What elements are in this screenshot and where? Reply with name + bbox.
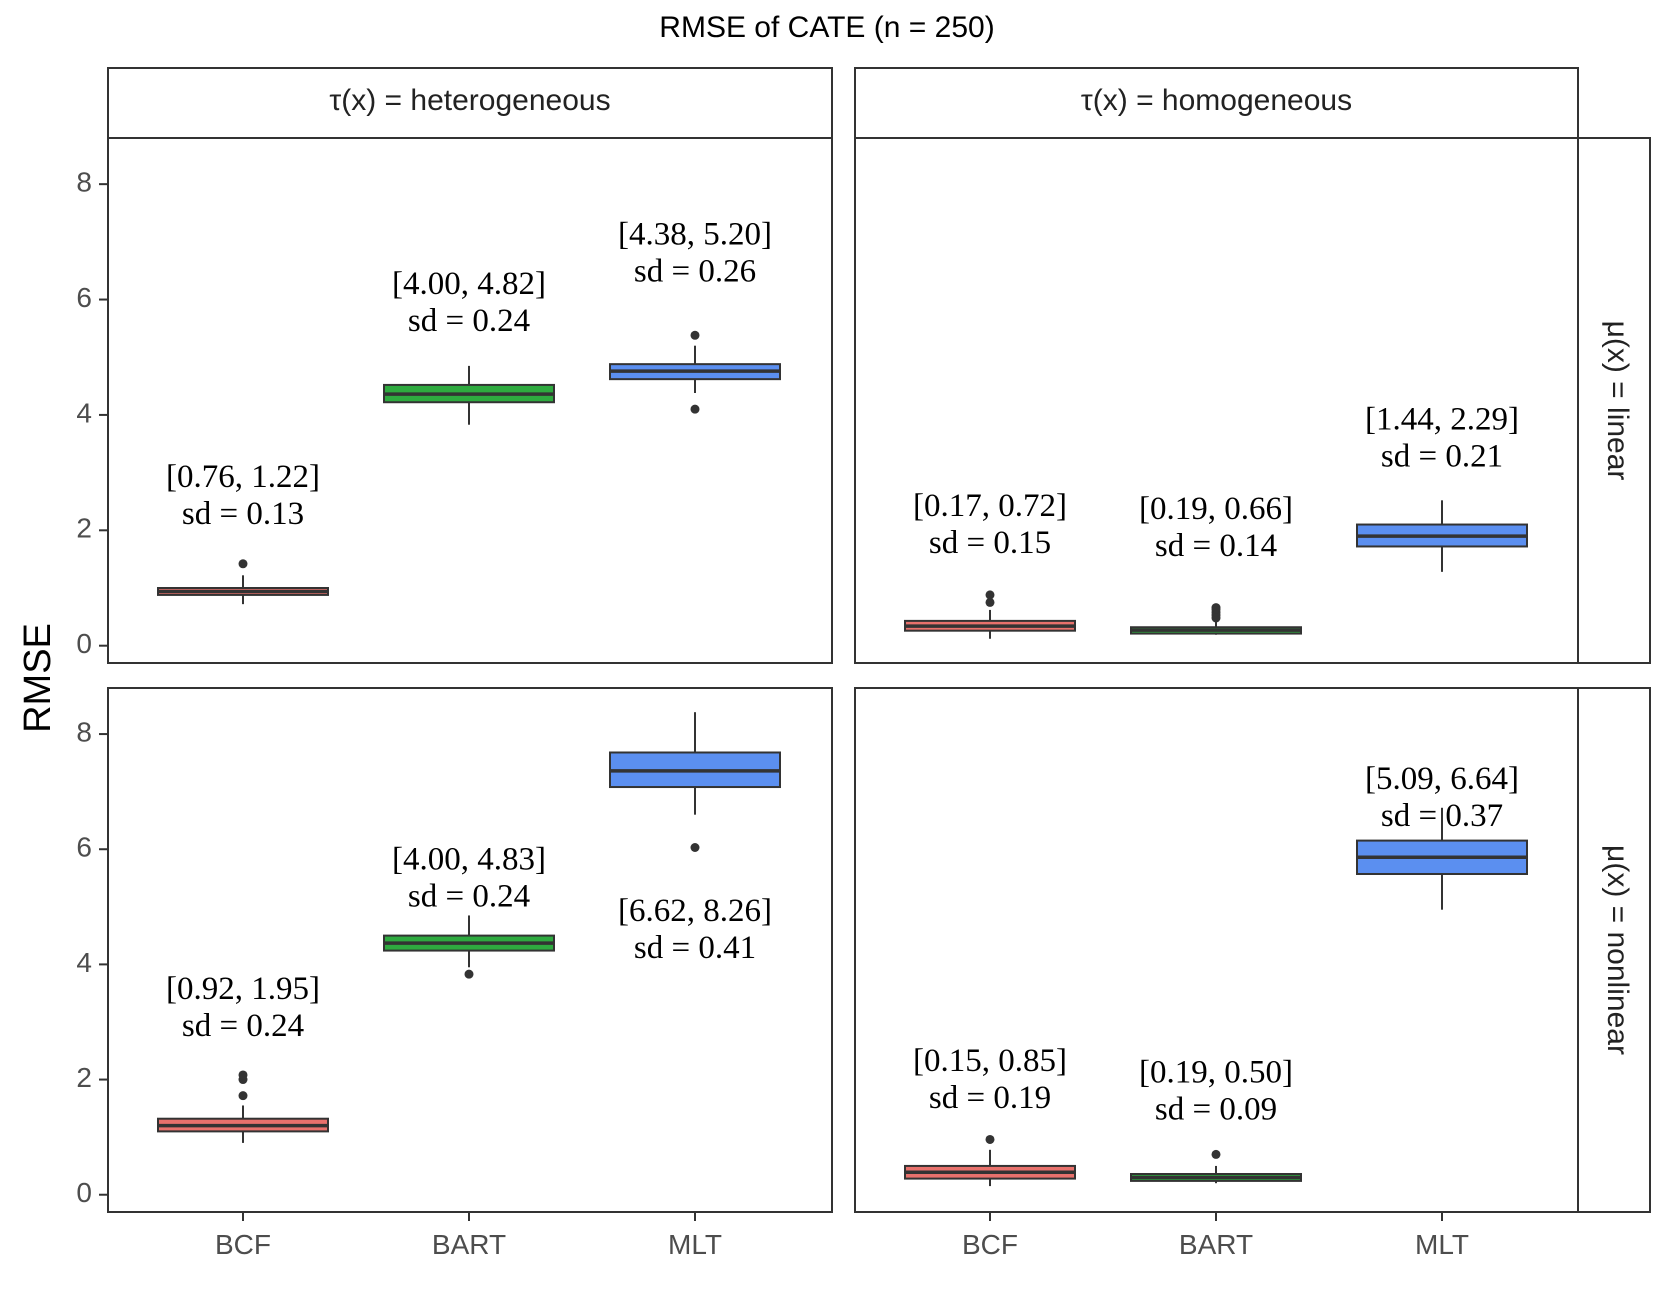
- annotation-interval: [5.09, 6.64]: [1365, 761, 1519, 797]
- panel: [0.17, 0.72]sd = 0.15[0.19, 0.66]sd = 0.…: [854, 137, 1579, 664]
- facet-label-right: μ(x) = nonlinear: [1601, 845, 1634, 1055]
- outlier-point: [238, 559, 248, 569]
- box-bart: [1130, 1149, 1302, 1184]
- facet-strip-top: [107, 67, 833, 139]
- box-mlt: [609, 330, 781, 414]
- annotation-sd: sd = 0.13: [182, 496, 304, 532]
- annotation-interval: [0.17, 0.72]: [913, 488, 1067, 524]
- y-tick-label: 0: [76, 1177, 92, 1208]
- annotation-sd: sd = 0.19: [929, 1080, 1051, 1116]
- plot-layer: τ(x) = heterogeneous τ(x) = homogeneous μ(…: [76, 67, 1651, 1260]
- annotation-sd: sd = 0.24: [182, 1008, 304, 1044]
- box-mlt: [609, 712, 781, 853]
- annotation-sd: sd = 0.14: [1155, 528, 1277, 564]
- annotation-interval: [4.00, 4.82]: [392, 266, 546, 302]
- outlier-point: [1211, 1149, 1221, 1159]
- annotation-interval: [0.19, 0.66]: [1139, 491, 1293, 527]
- outlier-point: [1211, 603, 1221, 613]
- outlier-point: [690, 843, 700, 853]
- x-tick-label: BCF: [962, 1229, 1018, 1260]
- box-bcf: [157, 1070, 329, 1143]
- outlier-point: [985, 590, 995, 600]
- outlier-point: [985, 1134, 995, 1144]
- x-tick-label: MLT: [1415, 1229, 1469, 1260]
- y-tick-label: 2: [76, 513, 92, 544]
- facet-label-right: μ(x) = linear: [1601, 321, 1634, 481]
- x-tick-label: BCF: [215, 1229, 271, 1260]
- box-bart: [383, 365, 555, 425]
- box-bcf: [904, 590, 1076, 639]
- panel-border: [854, 687, 1579, 1213]
- x-tick-label: BART: [1179, 1229, 1253, 1260]
- annotation-sd: sd = 0.24: [408, 878, 530, 914]
- facet-strip-top: [854, 67, 1579, 139]
- y-tick-label: 0: [76, 628, 92, 659]
- panel: BCF BART MLT [0.15, 0.85]sd = 0.19 [0.19, 0.…: [854, 687, 1579, 1260]
- box-mlt: [1356, 807, 1528, 910]
- outlier-point: [238, 1070, 248, 1080]
- panel-border: [854, 137, 1579, 664]
- annotation-interval: [0.76, 1.22]: [166, 459, 320, 495]
- y-tick-label: 2: [76, 1062, 92, 1093]
- x-tick-label: BART: [432, 1229, 506, 1260]
- chart-title: RMSE of CATE (n = 250): [659, 11, 994, 44]
- facet-strip-right: [1577, 137, 1651, 664]
- y-tick-label: 4: [76, 397, 92, 428]
- annotation-interval: [4.38, 5.20]: [618, 217, 772, 253]
- box-bcf: [904, 1134, 1076, 1187]
- facet-label-top: τ(x) = heterogeneous: [329, 84, 610, 117]
- annotation-interval: [6.62, 8.26]: [618, 893, 772, 929]
- annotation-sd: sd = 0.09: [1155, 1091, 1277, 1127]
- annotation-interval: [1.44, 2.29]: [1365, 401, 1519, 437]
- annotation-sd: sd = 0.26: [634, 254, 756, 290]
- annotation-sd: sd = 0.21: [1381, 438, 1503, 474]
- outlier-point: [690, 404, 700, 414]
- box-bart: [1130, 603, 1302, 635]
- y-axis-label: RMSE: [17, 623, 59, 733]
- annotation-interval: [4.00, 4.83]: [392, 841, 546, 877]
- x-tick-label: MLT: [668, 1229, 722, 1260]
- box-bcf: [157, 559, 329, 605]
- annotation-interval: [0.19, 0.50]: [1139, 1054, 1293, 1090]
- y-tick-label: 6: [76, 282, 92, 313]
- annotation-sd: sd = 0.24: [408, 303, 530, 339]
- y-tick-label: 8: [76, 716, 92, 747]
- facet-label-top: τ(x) = homogeneous: [1081, 84, 1352, 117]
- annotation-sd: sd = 0.37: [1381, 798, 1503, 834]
- box-bart: [383, 915, 555, 979]
- annotation-sd: sd = 0.15: [929, 525, 1051, 561]
- annotation-interval: [0.92, 1.95]: [166, 971, 320, 1007]
- y-tick-label: 4: [76, 947, 92, 978]
- outlier-point: [985, 597, 995, 607]
- y-tick-label: 6: [76, 832, 92, 863]
- annotation-sd: sd = 0.41: [634, 930, 756, 966]
- outlier-point: [464, 969, 474, 979]
- outlier-point: [238, 1091, 248, 1101]
- facet-strip-right: [1577, 687, 1651, 1213]
- box-mlt: [1356, 500, 1528, 572]
- annotation-interval: [0.15, 0.85]: [913, 1043, 1067, 1079]
- y-tick-label: 8: [76, 167, 92, 198]
- outlier-point: [690, 330, 700, 340]
